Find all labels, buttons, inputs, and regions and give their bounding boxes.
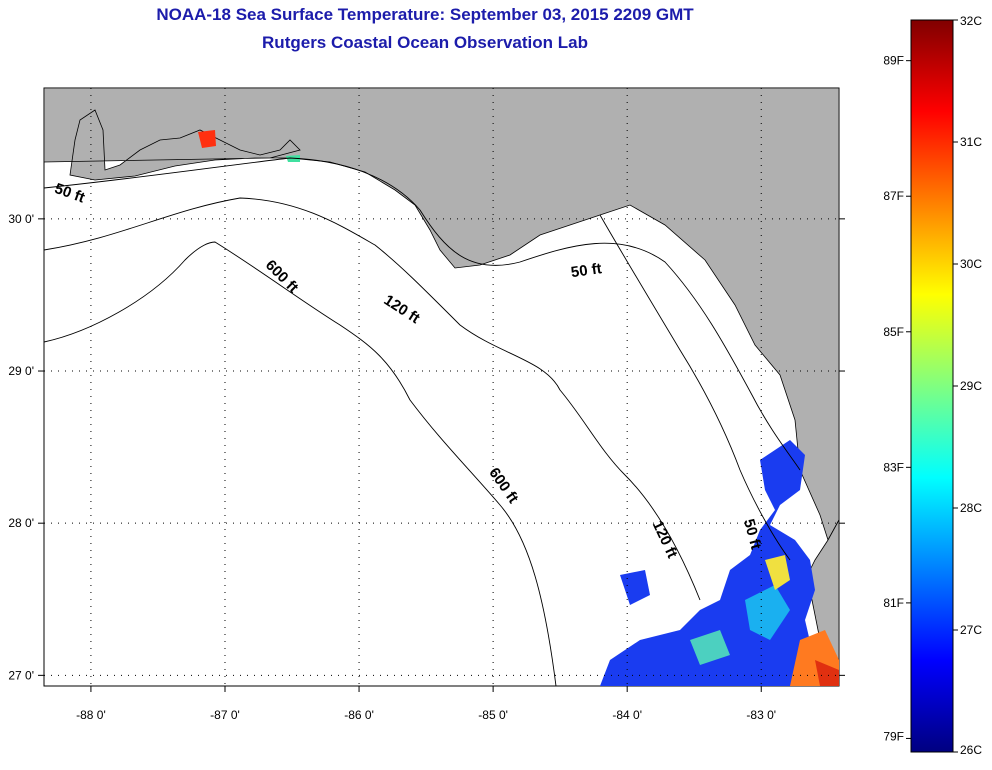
contour-50ft-panhandle bbox=[44, 157, 801, 471]
colorbar-label-f: 81F bbox=[883, 596, 904, 610]
colorbar-label-c: 32C bbox=[960, 14, 982, 28]
bathymetry-contours bbox=[44, 157, 801, 686]
contour-50ft-florida bbox=[599, 214, 791, 561]
colorbar-label-f: 87F bbox=[883, 189, 904, 203]
colorbar-labels: 32C 31C 30C 29C 28C 27C 26C 89F 87F 85F 83F 81F 79F bbox=[883, 14, 982, 757]
colorbar-label-c: 27C bbox=[960, 623, 982, 637]
lat-tick-label: 28 0' bbox=[8, 516, 34, 530]
contour-600ft bbox=[44, 241, 557, 686]
map-subtitle: Rutgers Coastal Ocean Observation Lab bbox=[262, 33, 588, 52]
contour-120ft bbox=[44, 197, 701, 601]
colorbar-label-f: 89F bbox=[883, 54, 904, 68]
colorbar-label-c: 26C bbox=[960, 743, 982, 757]
lon-tick-label: -84 0' bbox=[612, 708, 642, 722]
colorbar-label-f: 85F bbox=[883, 325, 904, 339]
colorbar-label-c: 28C bbox=[960, 501, 982, 515]
contour-label: 50 ft bbox=[570, 260, 603, 281]
colorbar-label-f: 79F bbox=[883, 729, 904, 743]
map-title: NOAA-18 Sea Surface Temperature: Septemb… bbox=[156, 5, 694, 24]
lon-tick-label: -85 0' bbox=[478, 708, 508, 722]
lat-tick-label: 27 0' bbox=[8, 668, 34, 682]
lon-tick-label: -86 0' bbox=[344, 708, 374, 722]
lon-tick-label: -87 0' bbox=[210, 708, 240, 722]
colorbar-label-c: 31C bbox=[960, 135, 982, 149]
sst-data-patches bbox=[198, 130, 839, 686]
axis-ticks: -88 0' -87 0' -86 0' -85 0' -84 0' -83 0' 30 0… bbox=[8, 212, 845, 722]
lon-tick-label: -88 0' bbox=[76, 708, 106, 722]
colorbar-label-c: 29C bbox=[960, 379, 982, 393]
lon-tick-label: -83 0' bbox=[746, 708, 776, 722]
lat-tick-label: 29 0' bbox=[8, 364, 34, 378]
colorbar-label-f: 83F bbox=[883, 460, 904, 474]
lat-tick-label: 30 0' bbox=[8, 212, 34, 226]
colorbar-label-c: 30C bbox=[960, 257, 982, 271]
colorbar bbox=[910, 19, 954, 753]
